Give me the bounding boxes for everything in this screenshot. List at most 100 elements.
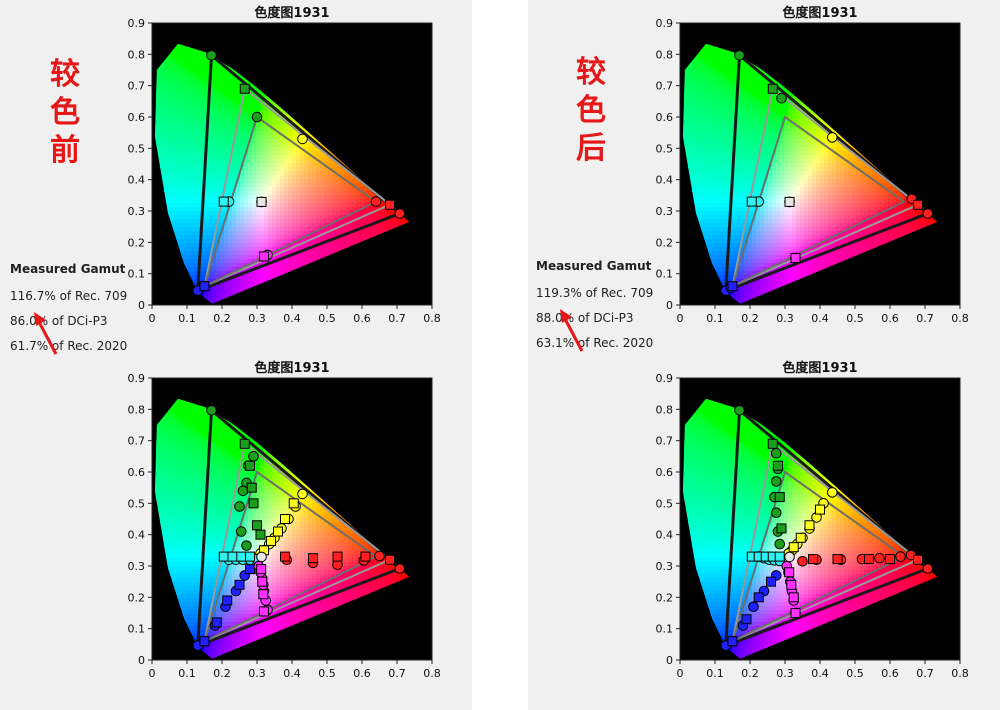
y-tick-label: 0.3 xyxy=(128,560,146,573)
x-tick-label: 0.2 xyxy=(213,667,231,680)
data-point-red-circle xyxy=(394,563,406,574)
data-point-green-square xyxy=(248,498,259,509)
y-tick-label: 0.8 xyxy=(128,403,146,416)
gamut-triangle xyxy=(731,86,920,288)
y-tick-label: 0.1 xyxy=(128,268,146,281)
y-tick-label: 0.5 xyxy=(656,497,674,510)
y-tick-label: 0.6 xyxy=(656,111,674,124)
y-tick-label: 0.8 xyxy=(656,403,674,416)
y-tick-label: 0.8 xyxy=(656,48,674,61)
data-point-magenta-square xyxy=(786,579,797,590)
y-tick-label: 0.6 xyxy=(128,466,146,479)
data-point-red-circle xyxy=(922,208,934,219)
cie-1931-chart-sweep-before: 色度图1931 0 0.1 0.2 0.3 0.4 0.5 0.6 0.7 0.8 0 0.1 0.2 0… xyxy=(128,360,441,680)
x-tick-label: 0.6 xyxy=(353,312,371,325)
red-arrow-icon xyxy=(560,309,584,352)
side-label-char: 较 xyxy=(576,55,606,90)
data-point-white-circle xyxy=(256,551,267,563)
data-point-magenta-square xyxy=(258,589,269,600)
data-point-magenta-square xyxy=(788,592,799,603)
y-tick-label: 0.2 xyxy=(128,236,146,249)
y-tick-label: 0 xyxy=(138,654,145,667)
data-point-red-square xyxy=(913,554,923,565)
side-label-char: 较 xyxy=(50,57,80,92)
data-point-red-square xyxy=(308,553,318,564)
gamut-rec2020: 63.1% of Rec. 2020 xyxy=(536,336,654,350)
data-point-green-square xyxy=(774,492,785,503)
data-point-green-square xyxy=(252,520,262,531)
data-point-red-circle xyxy=(797,556,808,567)
data-point-blue-square xyxy=(766,576,776,587)
x-tick-label: 0.8 xyxy=(423,667,441,680)
data-point-green-square xyxy=(239,83,250,94)
y-tick-label: 0.5 xyxy=(656,142,674,155)
y-tick-label: 0.9 xyxy=(128,372,146,385)
x-tick-label: 0.6 xyxy=(881,667,899,680)
y-tick-label: 0.5 xyxy=(128,497,146,510)
data-point-white-circle xyxy=(784,551,795,563)
data-point-magenta-square xyxy=(790,608,801,618)
y-tick-label: 0.2 xyxy=(656,236,674,249)
y-tick-label: 0.7 xyxy=(128,435,146,448)
x-tick-label: 0.5 xyxy=(846,312,864,325)
data-point-yellow-circle xyxy=(297,133,308,145)
data-point-blue-square xyxy=(753,592,764,603)
y-tick-label: 0.1 xyxy=(656,623,674,636)
data-point-red-square xyxy=(885,554,895,565)
data-point-yellow-square xyxy=(795,532,806,543)
y-tick-label: 0.3 xyxy=(128,205,146,218)
gamut-rec709: 116.7% of Rec. 709 xyxy=(10,289,128,303)
data-point-blue-square xyxy=(199,636,210,647)
measured-gamut-after: Measured Gamut 119.3% of Rec. 709 88.0% … xyxy=(536,259,653,355)
data-point-red-square xyxy=(385,199,395,210)
chart-panel-sweep-after: 色度图1931 0 0.1 0.2 0.3 0.4 0.5 0.6 0.7 0.8 0 0.1 0.2 0… xyxy=(528,355,1000,710)
data-point-green-circle xyxy=(734,404,745,416)
data-point-green-circle xyxy=(734,49,745,61)
data-point-green-square xyxy=(776,523,787,534)
data-point-green-circle xyxy=(770,476,782,487)
data-point-red-square xyxy=(385,554,395,565)
gamut-triangle xyxy=(731,441,920,643)
y-tick-label: 0.9 xyxy=(128,17,146,30)
data-point-red-circle xyxy=(374,550,385,562)
data-point-blue-square xyxy=(211,617,222,628)
data-point-green-square xyxy=(239,438,250,449)
x-tick-label: 0.3 xyxy=(248,312,266,325)
side-label-char: 色 xyxy=(50,95,80,130)
cie-1931-chart-sweep-after: 色度图1931 0 0.1 0.2 0.3 0.4 0.5 0.6 0.7 0.8 0 0.1 0.2 0… xyxy=(656,360,969,680)
y-tick-label: 0.7 xyxy=(656,435,674,448)
data-point-yellow-square xyxy=(804,520,815,531)
data-point-blue-square xyxy=(222,595,233,606)
data-point-yellow-circle xyxy=(826,132,838,143)
side-label-before: 较 色 前 xyxy=(47,56,83,170)
x-tick-label: 0.1 xyxy=(706,667,724,680)
x-tick-label: 0 xyxy=(149,667,156,680)
data-point-white-square xyxy=(784,196,795,207)
data-point-magenta-square xyxy=(256,564,267,575)
data-point-yellow-square xyxy=(266,535,276,546)
data-point-blue-square xyxy=(727,281,738,292)
y-tick-label: 0.7 xyxy=(128,80,146,93)
x-tick-label: 0.6 xyxy=(881,312,899,325)
gamut-triangle xyxy=(196,52,403,293)
data-point-green-square xyxy=(255,529,266,540)
data-point-green-circle xyxy=(206,49,217,61)
y-tick-label: 0.8 xyxy=(128,48,146,61)
data-point-yellow-square xyxy=(788,542,799,553)
x-tick-label: 0.5 xyxy=(846,667,864,680)
chart-title: 色度图1931 xyxy=(254,5,329,21)
data-point-yellow-circle xyxy=(826,487,838,498)
data-point-yellow-circle xyxy=(297,488,308,500)
x-tick-label: 0 xyxy=(677,312,684,325)
data-point-magenta-square xyxy=(259,251,269,262)
data-point-red-square xyxy=(808,554,818,565)
data-point-green-circle xyxy=(237,485,249,497)
data-point-blue-square xyxy=(234,579,245,590)
data-point-yellow-square xyxy=(288,498,299,509)
y-tick-label: 0.9 xyxy=(656,17,674,30)
data-point-green-square xyxy=(773,460,783,471)
cie-1931-chart-after: 色度图1931 0 0.1 0.2 0.3 0.4 0.5 0.6 0.7 0.8 0 0.1 0.2 0… xyxy=(656,5,969,325)
data-point-yellow-square xyxy=(273,526,283,537)
y-tick-label: 0 xyxy=(666,299,673,312)
data-point-green-circle xyxy=(770,507,782,519)
